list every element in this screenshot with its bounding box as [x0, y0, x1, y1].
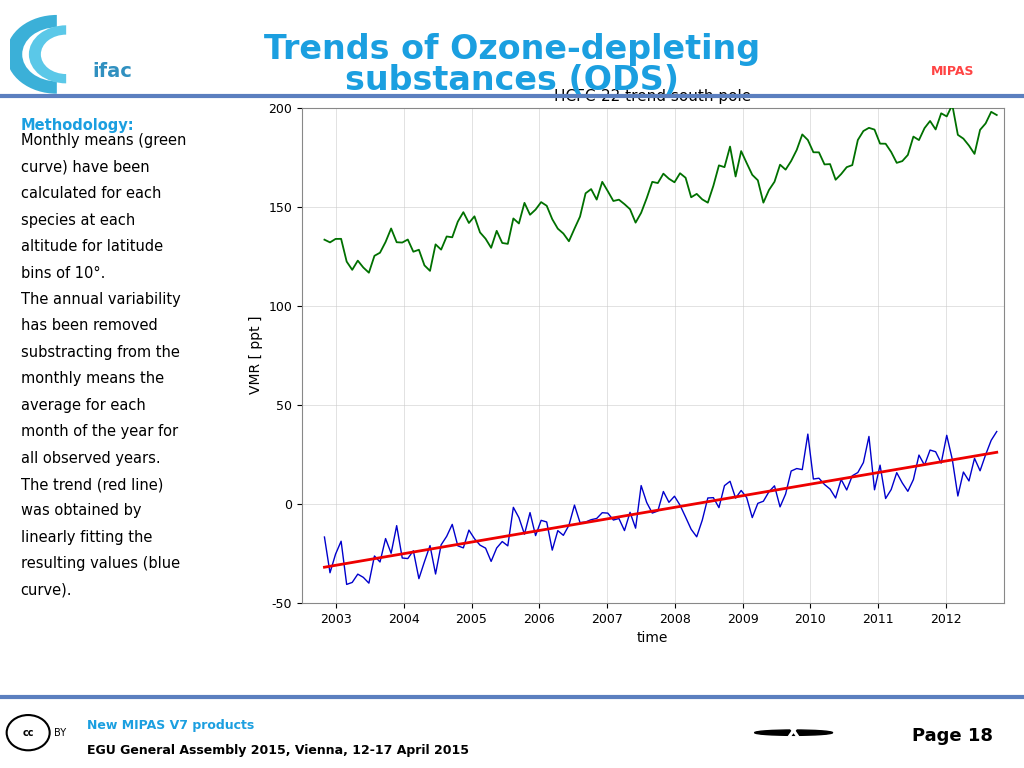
Text: has been removed: has been removed	[20, 319, 158, 333]
Text: ifac: ifac	[93, 62, 133, 81]
Text: Monthly means (green: Monthly means (green	[20, 134, 186, 148]
Text: The trend (red line): The trend (red line)	[20, 477, 163, 492]
Text: Trends of Ozone-depleting: Trends of Ozone-depleting	[264, 34, 760, 66]
Text: HCFC-22: HCFC-22	[324, 644, 403, 662]
Text: all observed years.: all observed years.	[20, 451, 161, 465]
Text: bins of 10°.: bins of 10°.	[20, 266, 105, 280]
Text: New MIPAS V7 products: New MIPAS V7 products	[87, 719, 254, 732]
Text: CFC-11: CFC-11	[702, 644, 769, 662]
Text: curve) have been: curve) have been	[20, 160, 150, 175]
Wedge shape	[6, 15, 57, 94]
Text: month of the year for: month of the year for	[20, 424, 178, 439]
Text: substracting from the: substracting from the	[20, 345, 179, 360]
Text: was obtained by: was obtained by	[20, 504, 141, 518]
Circle shape	[755, 730, 833, 735]
Text: CFC-12: CFC-12	[889, 644, 954, 662]
Title: HCFC-22 trend south pole: HCFC-22 trend south pole	[554, 88, 752, 104]
Text: The annual variability: The annual variability	[20, 292, 180, 307]
Text: resulting values (blue: resulting values (blue	[20, 556, 180, 571]
X-axis label: time: time	[637, 631, 669, 645]
Text: Page 18: Page 18	[912, 727, 993, 745]
Text: BY: BY	[54, 727, 67, 738]
Wedge shape	[29, 25, 67, 84]
Text: EGU General Assembly 2015, Vienna, 12-17 April 2015: EGU General Assembly 2015, Vienna, 12-17…	[87, 744, 469, 756]
Y-axis label: VMR [ ppt ]: VMR [ ppt ]	[249, 316, 263, 395]
Text: calculated for each: calculated for each	[20, 186, 161, 201]
Text: Methodology:: Methodology:	[20, 118, 134, 133]
Text: cc: cc	[23, 727, 34, 738]
Text: altitude for latitude: altitude for latitude	[20, 239, 163, 254]
Text: linearly fitting the: linearly fitting the	[20, 530, 152, 545]
Text: monthly means the: monthly means the	[20, 371, 164, 386]
Text: substances (ODS): substances (ODS)	[345, 65, 679, 97]
Text: average for each: average for each	[20, 398, 145, 412]
Text: curve).: curve).	[20, 583, 72, 598]
Text: CCl$_4$: CCl$_4$	[530, 642, 569, 664]
Text: MIPAS: MIPAS	[931, 65, 974, 78]
Text: X: X	[786, 723, 801, 742]
Text: species at each: species at each	[20, 213, 135, 227]
